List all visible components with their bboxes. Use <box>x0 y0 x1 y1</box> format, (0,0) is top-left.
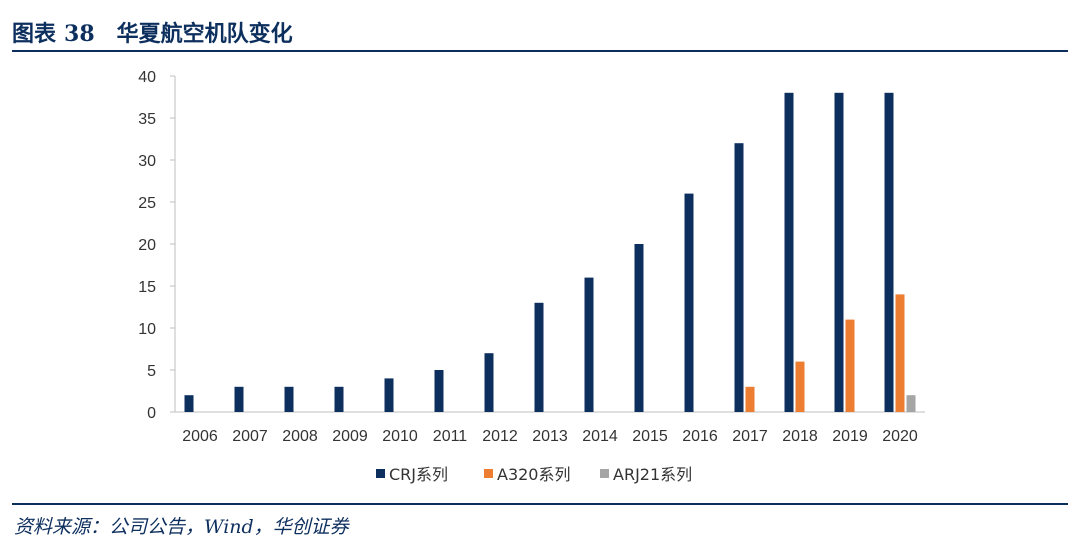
y-tick-label: 10 <box>138 321 156 338</box>
legend-label: ARJ21系列 <box>613 465 692 484</box>
bar <box>584 277 594 412</box>
y-tick-label: 5 <box>147 363 156 380</box>
x-tick-label: 2006 <box>182 428 218 445</box>
bar <box>184 395 194 412</box>
bar <box>834 92 844 413</box>
figure-header: 图表 38 华夏航空机队变化 <box>12 12 1068 48</box>
y-tick-label: 30 <box>138 153 156 170</box>
x-tick-label: 2012 <box>482 428 518 445</box>
bar <box>895 294 905 412</box>
legend-swatch <box>484 469 493 478</box>
bar <box>684 193 694 412</box>
x-tick-label: 2014 <box>582 428 618 445</box>
x-tick-label: 2007 <box>232 428 268 445</box>
bar <box>884 92 894 413</box>
bar <box>234 386 244 412</box>
x-tick-label: 2009 <box>332 428 368 445</box>
bar <box>784 92 794 413</box>
figure-number: 38 <box>64 21 95 47</box>
x-tick-label: 2013 <box>532 428 568 445</box>
y-tick-label: 25 <box>138 195 156 212</box>
x-tick-label: 2010 <box>382 428 418 445</box>
bar <box>334 386 344 412</box>
header-rule <box>12 50 1068 52</box>
bar <box>734 143 744 412</box>
x-tick-label: 2019 <box>832 428 868 445</box>
figure-label: 图表 <box>12 21 57 47</box>
footer-rule <box>12 503 1068 505</box>
bar <box>534 302 544 412</box>
bar <box>384 378 394 412</box>
y-tick-label: 40 <box>138 69 156 86</box>
y-tick-label: 0 <box>147 405 156 422</box>
x-tick-label: 2016 <box>682 428 718 445</box>
bar <box>484 353 494 412</box>
bar <box>745 386 755 412</box>
legend-swatch <box>600 469 609 478</box>
x-tick-label: 2017 <box>732 428 768 445</box>
figure-title-text: 华夏航空机队变化 <box>116 21 293 47</box>
x-tick-label: 2011 <box>433 428 468 445</box>
bar <box>284 386 294 412</box>
bar <box>906 395 916 412</box>
x-tick-label: 2008 <box>282 428 318 445</box>
y-tick-label: 20 <box>138 237 156 254</box>
legend-label: CRJ系列 <box>389 465 448 484</box>
legend-label: A320系列 <box>497 465 571 484</box>
bar <box>845 319 855 412</box>
x-tick-label: 2020 <box>882 428 918 445</box>
y-tick-label: 35 <box>138 111 156 128</box>
figure-title: 图表 38 华夏航空机队变化 <box>12 16 293 48</box>
bar <box>795 361 805 412</box>
x-tick-label: 2018 <box>782 428 818 445</box>
legend-swatch <box>376 469 385 478</box>
bar <box>634 244 644 412</box>
source-note: 资料来源：公司公告，Wind，华创证券 <box>14 516 349 538</box>
bar <box>434 370 444 412</box>
y-tick-label: 15 <box>138 279 156 296</box>
x-tick-label: 2015 <box>632 428 668 445</box>
